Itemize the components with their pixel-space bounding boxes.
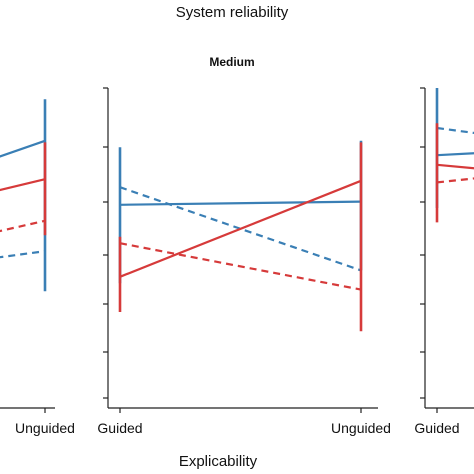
chart-title: System reliability — [176, 4, 289, 21]
series-line-red-dashed — [436, 177, 474, 184]
x-tick-label-unguided: Unguided — [15, 420, 75, 436]
series-line-red-solid — [436, 163, 474, 170]
x-axis-label: Explicability — [179, 453, 258, 470]
chart-panels: Unguided Guided Unguided Medium Guided — [0, 55, 474, 436]
series-line-blue-dashed — [436, 126, 474, 135]
series-line-blue-solid — [119, 200, 362, 206]
series-line-red-solid — [119, 179, 362, 278]
series-line-red-dashed — [0, 219, 46, 233]
series-line-red-dashed — [119, 242, 362, 291]
x-tick-label-unguided: Unguided — [331, 420, 391, 436]
series-line-blue-solid — [0, 139, 46, 158]
panel-title: Medium — [209, 55, 254, 69]
series-line-blue-dashed — [0, 250, 46, 259]
panel-2: Guided Unguided Medium — [97, 55, 391, 436]
panel-3: Guided — [414, 87, 474, 436]
series-line-blue-dashed — [119, 186, 362, 272]
series-line-red-solid — [0, 178, 46, 192]
series-line-blue-solid — [436, 152, 474, 157]
x-tick-label-guided: Guided — [97, 420, 142, 436]
x-tick-label-guided: Guided — [414, 420, 459, 436]
panel-1: Unguided — [0, 99, 75, 436]
